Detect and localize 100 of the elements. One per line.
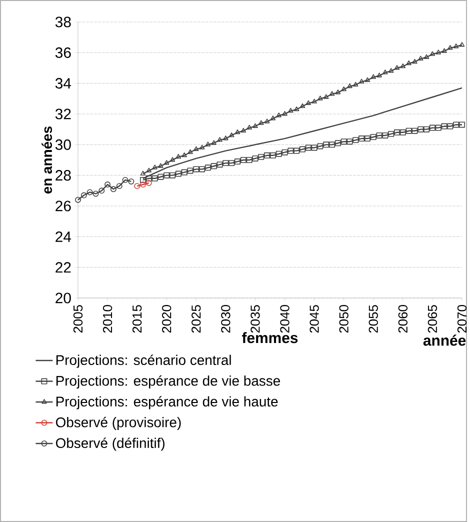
point xyxy=(152,164,158,170)
y-tick-label: 32 xyxy=(55,108,71,120)
point xyxy=(430,51,436,56)
point xyxy=(358,136,365,142)
point xyxy=(240,128,246,133)
point xyxy=(170,157,176,162)
point xyxy=(400,63,406,68)
point xyxy=(353,82,358,87)
y-tick-label: 38 xyxy=(55,16,71,28)
point xyxy=(146,168,152,172)
point xyxy=(412,58,418,64)
point xyxy=(370,134,376,140)
x-tick-label: 2060 xyxy=(398,305,408,333)
point xyxy=(158,174,164,180)
point xyxy=(436,50,442,54)
point xyxy=(459,122,466,128)
point xyxy=(252,123,258,128)
point xyxy=(340,138,347,145)
legend-label: Observé (provisoire) xyxy=(56,416,181,430)
point xyxy=(382,132,388,138)
x-tick-label: 2035 xyxy=(250,305,260,333)
point xyxy=(276,112,282,118)
point xyxy=(317,143,324,150)
point xyxy=(382,70,388,74)
point xyxy=(152,175,158,182)
point xyxy=(258,154,264,160)
point xyxy=(306,100,312,105)
point xyxy=(164,172,170,178)
y-axis-title: en années xyxy=(42,126,52,194)
x-tick-label: 2040 xyxy=(280,305,290,333)
point xyxy=(270,116,276,120)
point xyxy=(110,186,116,192)
point xyxy=(424,126,430,132)
point xyxy=(311,144,318,151)
point xyxy=(300,146,306,152)
point xyxy=(146,175,152,182)
point xyxy=(270,152,276,158)
point xyxy=(334,140,341,146)
y-tick-label: 30 xyxy=(55,139,71,150)
y-tick-label: 22 xyxy=(56,262,71,273)
point xyxy=(318,96,323,100)
point xyxy=(80,192,87,198)
point xyxy=(234,158,241,165)
y-tick-label: 24 xyxy=(56,231,72,242)
point xyxy=(442,48,447,53)
point xyxy=(223,136,228,140)
point xyxy=(346,138,353,145)
point xyxy=(98,188,105,194)
x-tick-label: 2050 xyxy=(339,305,348,333)
point xyxy=(282,111,288,116)
y-tick-label: 20 xyxy=(56,292,71,304)
point xyxy=(182,152,188,158)
point xyxy=(205,164,211,171)
x-tick-label: 2055 xyxy=(368,305,378,333)
point xyxy=(347,83,352,88)
point xyxy=(175,170,182,177)
point xyxy=(412,128,418,134)
point xyxy=(199,144,205,150)
point xyxy=(176,154,182,159)
point xyxy=(216,162,223,168)
point xyxy=(258,120,264,125)
point xyxy=(104,182,111,188)
point xyxy=(358,78,364,84)
legend-label: Observé (définitif) xyxy=(56,438,165,451)
point xyxy=(400,129,406,136)
point xyxy=(92,190,99,197)
point xyxy=(193,166,200,172)
point xyxy=(394,65,400,70)
point xyxy=(240,157,246,163)
x-tick-label: 2030 xyxy=(221,305,230,333)
point xyxy=(453,122,460,128)
y-tick-label: 26 xyxy=(56,200,71,212)
point xyxy=(199,166,206,172)
point xyxy=(364,77,370,82)
point xyxy=(86,189,93,196)
point xyxy=(305,144,312,151)
point xyxy=(453,44,459,48)
point xyxy=(181,169,188,176)
point xyxy=(140,182,146,188)
y-tick-label: 36 xyxy=(55,47,71,58)
point xyxy=(229,132,234,138)
point xyxy=(435,124,442,131)
y-tick-label: 34 xyxy=(55,78,72,89)
point xyxy=(246,124,252,130)
point xyxy=(418,126,424,132)
point xyxy=(140,176,146,183)
legend-label: Projections: espérance de vie basse xyxy=(56,375,280,389)
x-tick-label: 2015 xyxy=(132,305,142,333)
point xyxy=(228,160,235,166)
x-tick-label: 2045 xyxy=(310,305,319,333)
point xyxy=(164,160,170,165)
point xyxy=(388,130,394,137)
x-axis-title: femmes xyxy=(242,332,298,344)
point xyxy=(447,123,454,130)
point xyxy=(158,163,164,168)
point xyxy=(352,137,359,144)
point xyxy=(288,148,294,154)
point xyxy=(406,128,412,134)
point xyxy=(116,183,122,190)
x-tick-label: 2070 xyxy=(457,305,467,333)
